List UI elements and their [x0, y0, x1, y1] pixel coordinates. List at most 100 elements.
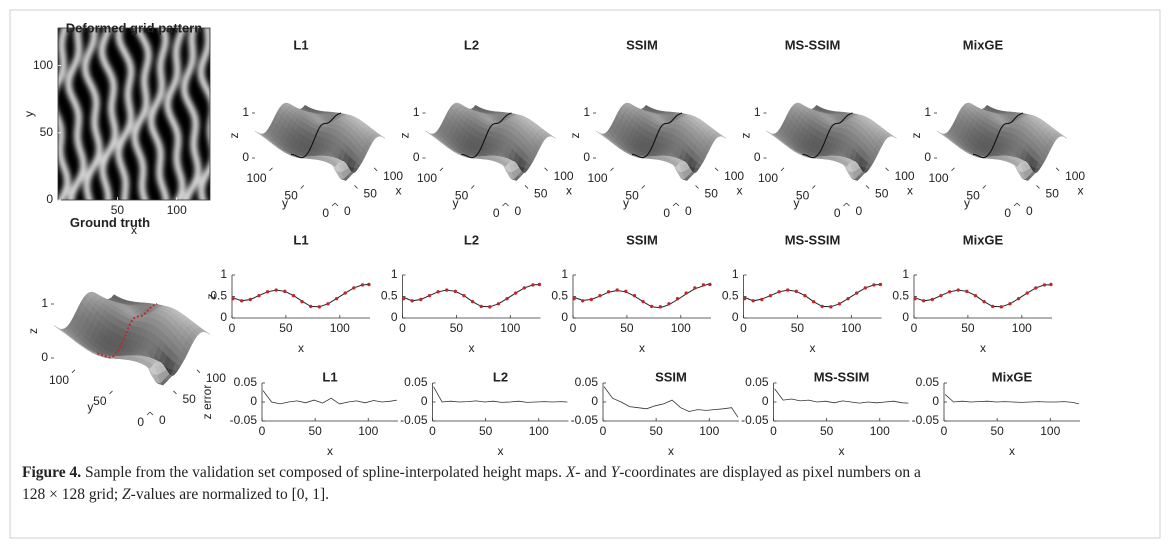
y-tick	[270, 168, 273, 171]
truth-dot	[1043, 283, 1046, 286]
y-tick-label: 0	[732, 310, 739, 324]
x-tick	[1017, 203, 1020, 206]
prediction-line	[745, 285, 881, 307]
z-tick-label: 0	[583, 150, 590, 164]
truth-dot	[598, 294, 601, 297]
x-tick-label: 100	[870, 424, 890, 438]
x-tick	[355, 185, 358, 188]
truth-dot	[361, 283, 364, 286]
x-axis-label: x	[469, 341, 475, 355]
z-tick-label: 0	[41, 350, 48, 364]
truth-dot	[531, 283, 534, 286]
x-axis-label: x	[396, 183, 402, 197]
x-tick-label: 0	[856, 204, 863, 218]
error-line	[604, 387, 738, 417]
y-tick	[471, 185, 474, 188]
x-tick-label: 100	[895, 169, 915, 183]
caption-text: Sample from the validation set composed …	[81, 464, 566, 481]
x-tick-label: 100	[1040, 424, 1060, 438]
y-axis-label: y	[453, 196, 459, 210]
truth-dot	[428, 294, 431, 297]
z-tick-label: 0	[924, 150, 931, 164]
x-tick-label: 50	[620, 321, 634, 335]
truth-dot	[760, 298, 763, 301]
x-tick-label: 50	[450, 321, 464, 335]
y-tick-label: 0	[561, 310, 568, 324]
x-tick-label: 50	[479, 424, 493, 438]
x-tick-label: 50	[705, 187, 719, 201]
x-tick-label: 50	[364, 187, 378, 201]
truth-dot	[1017, 297, 1020, 300]
y-tick	[440, 168, 443, 171]
truth-dot	[309, 305, 312, 308]
y-tick	[781, 168, 784, 171]
truth-dot	[812, 300, 815, 303]
page: 50100050100Deformed grid patternxy050100…	[0, 0, 1168, 547]
truth-dot	[616, 288, 619, 291]
y-tick-label: 100	[928, 171, 948, 185]
z-axis-label: z	[26, 328, 40, 334]
x-tick-label: 0	[570, 321, 577, 335]
truth-dot	[590, 298, 593, 301]
truth-dot	[352, 286, 355, 289]
x-tick-label: 0	[429, 424, 436, 438]
panel-title: L1	[293, 232, 308, 247]
x-tick-label: 50	[182, 392, 196, 406]
truth-dot	[693, 286, 696, 289]
x-tick-label: 0	[515, 204, 522, 218]
z-tick-label: 0	[754, 150, 761, 164]
x-tick-label: 0	[911, 321, 918, 335]
stripe	[218, 20, 231, 208]
x-tick	[715, 168, 718, 171]
truth-dot	[300, 300, 303, 303]
x-tick	[545, 168, 548, 171]
truth-dot	[445, 288, 448, 291]
truth-dot	[275, 288, 278, 291]
truth-dot	[879, 283, 882, 286]
z-axis-label: z	[909, 133, 923, 139]
truth-dot	[292, 294, 295, 297]
truth-dot	[855, 291, 858, 294]
truth-dot	[1034, 286, 1037, 289]
x-tick	[506, 203, 509, 206]
panel-title: MS-SSIM	[785, 232, 841, 247]
surface-mesh	[596, 103, 726, 181]
y-tick-label: 1	[391, 267, 398, 281]
x-tick-label: 0	[1026, 204, 1033, 218]
x-tick-label: 0	[740, 321, 747, 335]
y-tick-label: 0	[322, 206, 329, 220]
y-axis-label: y	[794, 196, 800, 210]
x-tick	[886, 168, 889, 171]
y-tick-label: 100	[33, 58, 53, 72]
truth-dot	[624, 290, 627, 293]
y-tick-label: 0	[762, 394, 769, 408]
x-tick-label: 50	[791, 321, 805, 335]
y-axis-label: z error	[200, 385, 214, 420]
y-tick	[983, 185, 986, 188]
truth-dot	[240, 299, 243, 302]
truth-dot	[948, 290, 951, 293]
y-tick-label: 50	[40, 125, 54, 139]
y-tick	[812, 185, 815, 188]
panel-title: Deformed grid pattern	[66, 20, 203, 35]
truth-dot	[633, 294, 636, 297]
truth-dot	[769, 294, 772, 297]
stripe	[36, 20, 52, 208]
surface-mesh	[426, 103, 556, 181]
truth-dot	[641, 300, 644, 303]
z-tick-label: 0	[413, 150, 420, 164]
y-tick	[952, 168, 955, 171]
y-tick-label: 0.05	[404, 375, 428, 389]
y-tick	[844, 203, 847, 206]
caption-text: - and	[575, 464, 610, 481]
truth-dot	[752, 299, 755, 302]
y-tick-label: 0.05	[575, 375, 599, 389]
truth-dot	[419, 298, 422, 301]
x-axis-label: x	[737, 183, 743, 197]
y-tick	[110, 391, 113, 394]
grid-pattern-image	[36, 20, 231, 208]
truth-dot	[266, 290, 269, 293]
x-tick	[866, 185, 869, 188]
y-tick-label: 0	[220, 310, 227, 324]
truth-dot	[402, 297, 405, 300]
